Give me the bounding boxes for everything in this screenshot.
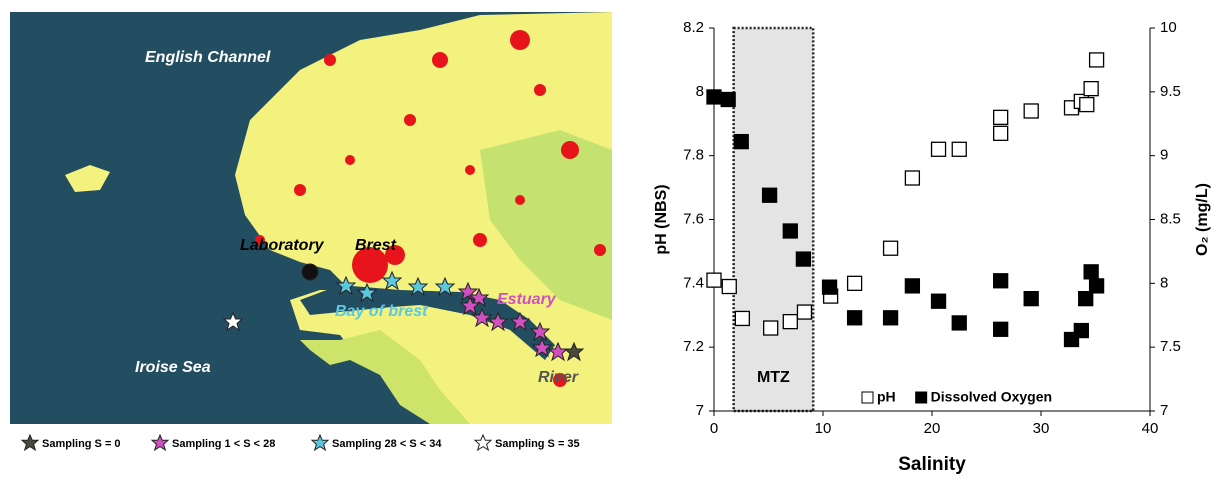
point xyxy=(1084,265,1098,279)
y2-tick-label: 9.5 xyxy=(1160,83,1181,100)
point xyxy=(994,322,1008,336)
y2-tick-label: 8.5 xyxy=(1160,210,1181,227)
point xyxy=(905,171,919,185)
x-tick-label: 0 xyxy=(710,420,718,437)
point xyxy=(1084,82,1098,96)
y-tick-label: 8.2 xyxy=(683,19,704,36)
legend-star xyxy=(22,435,38,450)
y-axis-title: pH (NBS) xyxy=(653,184,670,254)
y2-tick-label: 8 xyxy=(1160,274,1168,291)
legend-star xyxy=(475,435,491,450)
legend-label: Sampling S = 35 xyxy=(495,438,580,450)
y-tick-label: 8 xyxy=(696,83,704,100)
point xyxy=(994,274,1008,288)
point xyxy=(722,280,736,294)
map-label: Laboratory xyxy=(240,237,325,254)
y-tick-label: 7.4 xyxy=(683,274,704,291)
point xyxy=(1080,98,1094,112)
map-label: Iroise Sea xyxy=(135,359,211,376)
x-tick-label: 30 xyxy=(1033,420,1050,437)
legend-star xyxy=(312,435,328,450)
x-tick-label: 20 xyxy=(924,420,941,437)
point xyxy=(1079,292,1093,306)
point xyxy=(707,273,721,287)
legend-swatch xyxy=(862,392,873,403)
y2-tick-label: 7 xyxy=(1160,402,1168,419)
point xyxy=(994,126,1008,140)
point xyxy=(763,188,777,202)
x-tick-label: 40 xyxy=(1142,420,1159,437)
point xyxy=(1024,292,1038,306)
legend-swatch xyxy=(916,392,927,403)
y-tick-label: 7 xyxy=(696,402,704,419)
y2-axis-title: O₂ (mg/L) xyxy=(1194,183,1211,256)
map-label: Bay of brest xyxy=(335,303,428,320)
point xyxy=(994,110,1008,124)
legend-label: Dissolved Oxygen xyxy=(931,389,1052,405)
point xyxy=(783,315,797,329)
point xyxy=(764,321,778,335)
legend-label: pH xyxy=(877,389,896,405)
point xyxy=(721,92,735,106)
legend-label: Sampling 28 < S < 34 xyxy=(332,438,442,450)
map: English Channel Laboratory Brest Bay of … xyxy=(10,12,612,424)
y-tick-label: 7.2 xyxy=(683,338,704,355)
point xyxy=(1090,279,1104,293)
point xyxy=(848,311,862,325)
y2-tick-label: 7.5 xyxy=(1160,338,1181,355)
map-label: River xyxy=(538,369,579,386)
point xyxy=(1024,104,1038,118)
point xyxy=(734,135,748,149)
point xyxy=(1090,53,1104,67)
y2-tick-label: 9 xyxy=(1160,147,1168,164)
y2-tick-label: 10 xyxy=(1160,19,1177,36)
point xyxy=(796,252,810,266)
x-tick-label: 10 xyxy=(815,420,832,437)
point xyxy=(1074,324,1088,338)
point xyxy=(905,279,919,293)
point xyxy=(884,241,898,255)
figure: English Channel Laboratory Brest Bay of … xyxy=(0,0,1219,480)
y-tick-label: 7.8 xyxy=(683,147,704,164)
point xyxy=(823,280,837,294)
legend-label: Sampling 1 < S < 28 xyxy=(172,438,275,450)
map-label: English Channel xyxy=(145,49,271,66)
y-tick-label: 7.6 xyxy=(683,210,704,227)
map-label: Estuary xyxy=(497,291,557,308)
point xyxy=(783,224,797,238)
point xyxy=(707,90,721,104)
legend-label: Sampling S = 0 xyxy=(42,438,121,450)
point xyxy=(797,305,811,319)
point xyxy=(932,142,946,156)
point xyxy=(952,142,966,156)
x-axis-title: Salinity xyxy=(898,454,966,475)
point xyxy=(735,311,749,325)
point xyxy=(932,294,946,308)
point xyxy=(952,316,966,330)
point xyxy=(884,311,898,325)
legend-star xyxy=(152,435,168,450)
point xyxy=(848,276,862,290)
map-label: Brest xyxy=(355,237,397,254)
mtz-zone xyxy=(734,28,814,411)
annotation: MTZ xyxy=(757,369,790,386)
